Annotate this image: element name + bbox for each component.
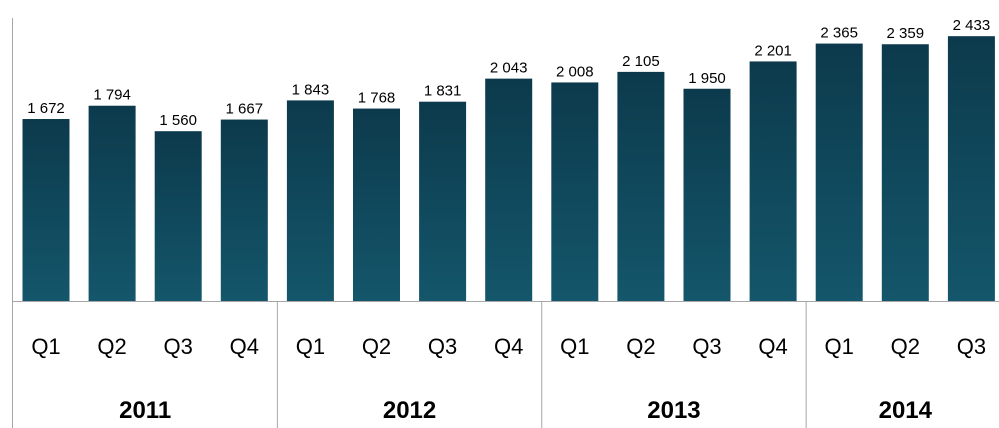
bar-7 [485,78,533,301]
quarter-label-2: Q3 [164,334,193,359]
year-label-2011: 2011 [119,397,171,424]
value-label-12: 2 365 [820,25,858,42]
quarter-label-8: Q1 [560,334,589,359]
quarter-label-14: Q3 [957,334,986,359]
value-label-9: 2 105 [622,53,660,70]
chart-bars [22,36,995,302]
quarter-label-4: Q1 [296,334,325,359]
bar-14 [947,36,995,301]
bar-0 [22,119,70,301]
bar-8 [551,82,599,301]
bar-10 [683,88,731,301]
chart-year-labels: 2011 2012 2013 2014 [119,397,933,424]
quarter-label-0: Q1 [31,334,60,359]
bar-1 [88,105,136,301]
quarter-label-7: Q4 [494,334,523,359]
bar-13 [881,44,929,301]
bar-11 [749,61,797,302]
value-label-13: 2 359 [887,25,925,42]
value-label-1: 1 794 [93,87,131,104]
chart-value-labels: 1 672 1 794 1 560 1 667 1 843 1 768 1 831 2 043… [27,17,990,129]
bar-12 [815,43,863,301]
value-label-2: 1 560 [159,112,197,129]
value-label-5: 1 768 [358,90,396,107]
value-label-8: 2 008 [556,63,594,80]
year-label-2014: 2014 [879,397,933,424]
value-label-10: 1 950 [688,70,726,87]
value-label-0: 1 672 [27,100,65,117]
bar-3 [220,119,268,301]
bar-2 [154,131,202,301]
value-label-14: 2 433 [953,17,991,34]
bar-9 [617,71,665,301]
value-label-4: 1 843 [292,81,330,98]
value-label-3: 1 667 [226,101,264,118]
bar-5 [353,108,400,301]
bar-6 [419,101,467,301]
year-label-2013: 2013 [647,397,700,424]
value-label-6: 1 831 [424,83,462,100]
value-label-7: 2 043 [490,60,528,77]
year-label-2012: 2012 [383,397,436,424]
quarter-label-3: Q4 [230,334,259,359]
quarter-label-13: Q2 [891,334,920,359]
chart-quarter-labels: Q1 Q2 Q3 Q4 Q1 Q2 Q3 Q4 Q1 Q2 Q3 Q4 Q1 Q2 Q3 [31,334,986,359]
chart-axes [12,18,999,428]
quarter-label-9: Q2 [626,334,655,359]
quarter-label-10: Q3 [692,334,721,359]
quarter-label-1: Q2 [97,334,126,359]
quarter-label-5: Q2 [362,334,391,359]
quarter-label-6: Q3 [428,334,457,359]
quarter-label-11: Q4 [758,334,787,359]
bar-4 [286,100,334,301]
value-label-11: 2 201 [754,42,792,59]
quarter-label-12: Q1 [825,334,854,359]
